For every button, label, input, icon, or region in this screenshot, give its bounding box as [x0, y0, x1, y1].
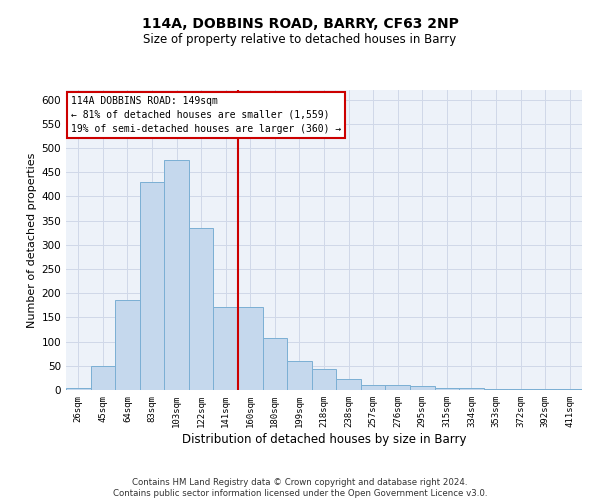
X-axis label: Distribution of detached houses by size in Barry: Distribution of detached houses by size …	[182, 432, 466, 446]
Bar	[66, 388, 91, 390]
Bar	[459, 388, 484, 390]
Bar	[238, 307, 263, 390]
Bar	[140, 182, 164, 390]
Text: Size of property relative to detached houses in Barry: Size of property relative to detached ho…	[143, 32, 457, 46]
Bar	[508, 389, 533, 390]
Bar	[410, 386, 434, 390]
Bar	[91, 366, 115, 390]
Bar	[287, 361, 312, 390]
Bar	[214, 307, 238, 390]
Text: 114A, DOBBINS ROAD, BARRY, CF63 2NP: 114A, DOBBINS ROAD, BARRY, CF63 2NP	[142, 18, 458, 32]
Bar	[361, 385, 385, 390]
Bar	[189, 228, 214, 390]
Text: Contains HM Land Registry data © Crown copyright and database right 2024.
Contai: Contains HM Land Registry data © Crown c…	[113, 478, 487, 498]
Bar	[533, 389, 557, 390]
Bar	[385, 385, 410, 390]
Bar	[263, 338, 287, 390]
Bar	[484, 389, 508, 390]
Bar	[336, 380, 361, 390]
Bar	[312, 369, 336, 390]
Bar	[164, 160, 189, 390]
Bar	[434, 388, 459, 390]
Text: 114A DOBBINS ROAD: 149sqm
← 81% of detached houses are smaller (1,559)
19% of se: 114A DOBBINS ROAD: 149sqm ← 81% of detac…	[71, 96, 341, 134]
Bar	[557, 388, 582, 390]
Y-axis label: Number of detached properties: Number of detached properties	[27, 152, 37, 328]
Bar	[115, 300, 140, 390]
